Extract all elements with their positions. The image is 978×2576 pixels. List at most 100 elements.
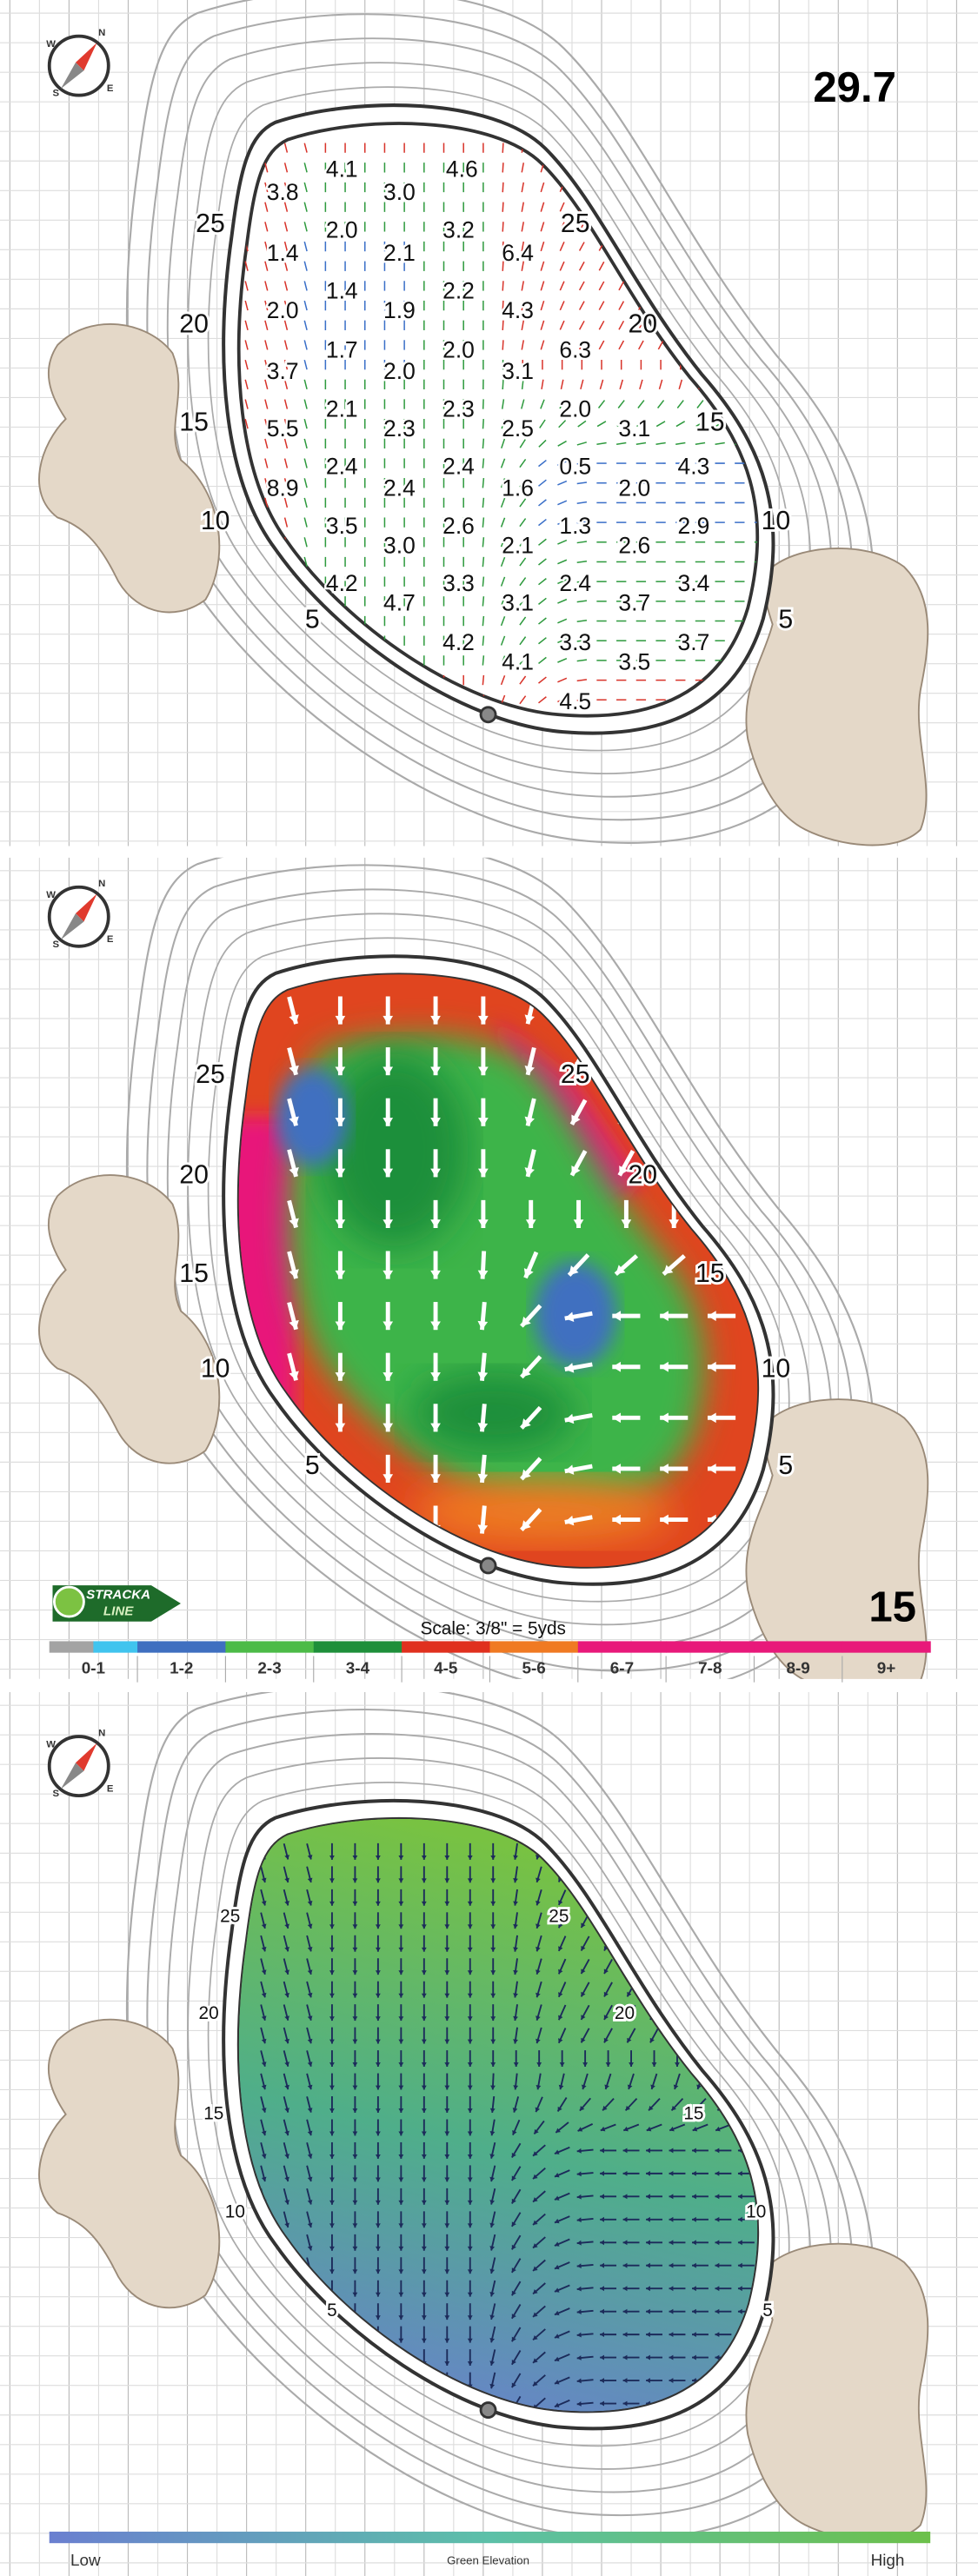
arrow-head xyxy=(444,2016,450,2022)
arrow-head xyxy=(467,2315,473,2320)
arrow-head xyxy=(478,1168,489,1178)
slope-arrow xyxy=(538,558,547,566)
slope-arrow xyxy=(540,281,545,291)
slope-arrow xyxy=(303,281,308,291)
arrow-head xyxy=(307,2222,313,2227)
arrow-head xyxy=(558,1946,563,1951)
legend-label: 1-2 xyxy=(170,1660,193,1678)
slope-arrow xyxy=(636,421,646,428)
compass-letter: E xyxy=(107,934,114,945)
arrow-head xyxy=(511,2198,516,2204)
arrow-head xyxy=(533,2380,538,2387)
arrow-head xyxy=(692,2216,696,2222)
arrow-head xyxy=(511,2244,516,2250)
slope-arrow xyxy=(502,340,504,350)
slope-arrow xyxy=(244,399,249,409)
slope-arrow xyxy=(283,478,289,488)
arrow-head xyxy=(581,2015,586,2020)
legend-label: 8-9 xyxy=(786,1660,809,1678)
heat-orange xyxy=(410,1478,675,1544)
arrow-head xyxy=(477,1371,489,1381)
arrow-head xyxy=(576,2286,582,2292)
slope-arrow xyxy=(538,518,547,527)
arrow-head xyxy=(513,2062,519,2068)
compass-needle-south xyxy=(60,1763,84,1789)
arrow-head xyxy=(329,2223,335,2228)
arrow-head xyxy=(289,1218,299,1228)
slope-arrow xyxy=(598,340,605,350)
arrow-head xyxy=(421,2154,427,2159)
distance-label: 10 xyxy=(225,2202,245,2222)
slope-arrow xyxy=(264,261,269,271)
slope-arrow xyxy=(520,419,526,429)
arrow-head xyxy=(715,2240,720,2246)
arrow-head xyxy=(284,1923,289,1929)
arrow-head xyxy=(646,2240,650,2246)
arrow-head xyxy=(513,1877,518,1883)
arrow-head xyxy=(284,1877,289,1882)
arrow-head xyxy=(737,2286,742,2292)
slope-arrow xyxy=(303,458,308,468)
arrow-head xyxy=(490,1993,496,1998)
slope-arrow xyxy=(538,538,547,546)
arrow-head xyxy=(671,2105,676,2111)
arrow-head xyxy=(533,2151,538,2156)
slope-arrow xyxy=(715,421,725,428)
legend-swatch xyxy=(754,1641,843,1653)
slope-arrow xyxy=(244,379,249,390)
slope-arrow xyxy=(521,399,525,409)
arrow-head xyxy=(398,2131,404,2136)
arrow-head xyxy=(352,2085,358,2090)
slope-arrow xyxy=(264,340,269,350)
arrow-head xyxy=(564,1464,575,1475)
arrow-head xyxy=(533,2220,538,2226)
slope-arrow xyxy=(283,281,289,291)
slope-arrow xyxy=(283,143,289,153)
slope-label: 1.4 xyxy=(267,240,299,266)
arrow-head xyxy=(511,2360,516,2365)
slope-arrow xyxy=(264,399,269,409)
arrow-head xyxy=(533,2334,538,2340)
arrow-head xyxy=(625,2105,631,2111)
slope-arrow xyxy=(521,261,525,271)
slope-arrow xyxy=(303,379,308,390)
arrow-head xyxy=(477,1423,489,1432)
slope-arrow xyxy=(519,655,527,665)
slope-arrow xyxy=(244,300,249,311)
arrow-head xyxy=(669,2170,674,2176)
arrow-head xyxy=(284,2176,289,2182)
arrow-head xyxy=(523,1268,534,1278)
arrow-head xyxy=(646,2354,650,2360)
green-area xyxy=(38,0,929,846)
arrow-head xyxy=(375,1855,381,1860)
slope-arrow xyxy=(519,636,527,646)
arrow-head xyxy=(444,1901,450,1906)
slope-label: 1.7 xyxy=(326,337,358,363)
arrow-head xyxy=(261,2084,267,2090)
slope-arrow xyxy=(283,300,289,311)
arrow-head xyxy=(284,2108,289,2113)
arrow-head xyxy=(513,1947,518,1952)
arrow-head xyxy=(490,2062,496,2068)
arrow-head xyxy=(646,2170,650,2176)
arrow-head xyxy=(669,2126,675,2132)
slope-label: 4.1 xyxy=(502,649,534,675)
arrow-head xyxy=(383,1118,394,1126)
arrow-head xyxy=(383,1168,394,1178)
slope-label: 1.9 xyxy=(383,297,416,323)
arrow-head xyxy=(467,2200,473,2205)
arrow-head xyxy=(421,1924,427,1929)
arrow-head xyxy=(421,1878,427,1883)
arrow-head xyxy=(533,2197,538,2202)
arrow-head xyxy=(489,2383,496,2389)
distance-label: 20 xyxy=(179,309,209,338)
slope-arrow xyxy=(519,616,527,626)
arrow-head xyxy=(352,1878,358,1883)
slope-label: 3.1 xyxy=(502,358,534,384)
slope-label: 2.0 xyxy=(267,297,299,323)
arrow-head xyxy=(489,2314,496,2320)
arrow-head xyxy=(444,1993,450,1998)
arrow-head xyxy=(289,1065,299,1075)
arrow-head xyxy=(421,2177,427,2182)
arrow-head xyxy=(564,1311,575,1323)
